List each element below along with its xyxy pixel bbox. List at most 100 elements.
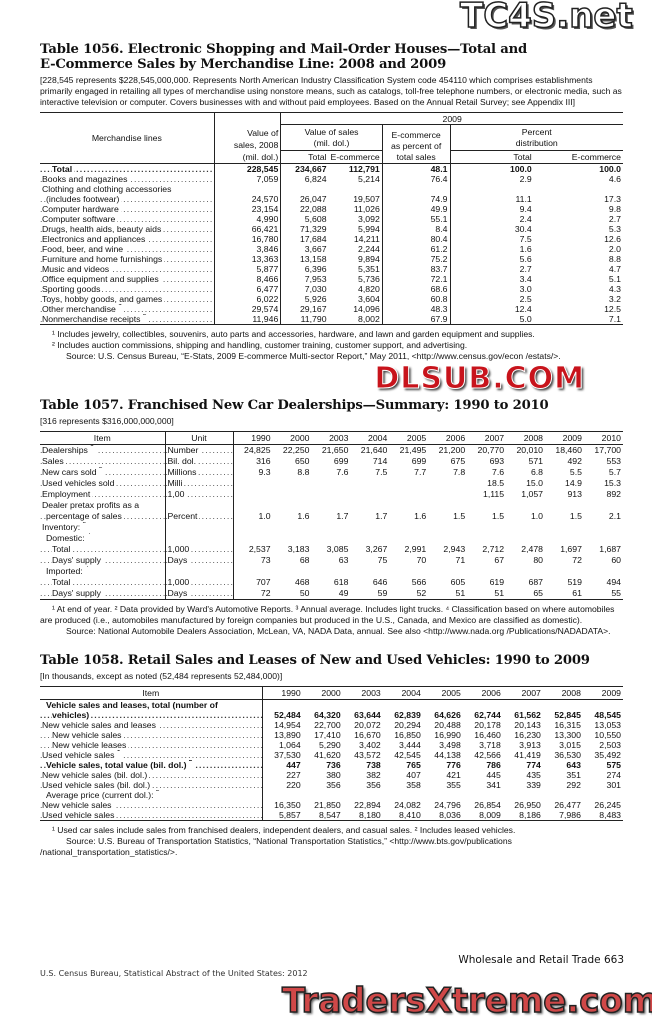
value-cell [213,184,281,194]
value-cell: 3.4 [449,274,534,284]
unit-cell: Bil. dol. [164,456,233,467]
label-text: New vehicle sales [42,800,112,810]
value-cell: 15.0 [526,478,544,488]
value-cell: 7.5 [449,234,534,244]
row-label-text: New vehicle sales [42,800,114,810]
value-cell [506,566,545,577]
row-label-text: (includes footwear) [46,194,122,204]
value-cell: 687 [528,577,544,587]
value-cell: 1.6 [449,244,534,254]
value-cell: 8,009 [479,810,501,820]
table-1058: Item 1990 2000 2003 2004 2005 2006 2007 2008 2009… [40,686,623,821]
row-label-text: Imported: 4 [46,566,91,576]
value-cell: 64,320 [314,710,341,720]
col-header-year: 2003 [361,688,381,698]
value-cell: 75 [377,555,388,565]
row-label-text: New vehicle sales (bil. dol.) [42,770,150,780]
label-text: New cars sold [42,467,97,477]
value-cell: 48,545 [594,710,621,720]
table-row: Average price (current dol.): 2 [40,790,623,800]
table-row: New vehicle sales 16,350 21,850 22,894 24,08… [40,800,623,810]
header-text: (mil. dol.) [313,137,350,148]
value-cell: 30.4 [449,224,534,234]
value-cell: 37,530 [261,750,303,760]
value-cell: 21,850 [314,800,341,810]
value-cell [273,533,312,544]
value-cell: 494 [606,577,622,587]
title-line: E-Commerce Sales by Merchandise Line: 20… [40,57,447,72]
value-cell: 5,994 [358,224,380,234]
row-label-text: Used vehicles sold [42,478,117,488]
value-cell: 2,712 [482,544,505,554]
row-label: Drugs, health aids, beauty aids [40,224,214,234]
row-label: Days' supply [40,555,165,566]
value-cell: 19,507 [353,194,380,204]
row-label: Average price (current dol.): 2 [40,790,262,800]
value-cell: 2.0 [608,244,621,254]
footnote: Source: National Automobile Dealers Asso… [66,626,611,636]
value-cell: 5.1 [608,274,621,284]
value-cell: 5.3 [608,224,621,234]
table-row: Sales Bil. dol. 316 650 699 714 699 675 693 571 49… [40,456,623,467]
value-cell: 60 [611,555,621,565]
row-label-text: Drugs, health aids, beauty aids [42,224,164,234]
row-label-text: Computer software [42,214,118,224]
value-cell: 15.3 [604,478,621,488]
value-cell [506,533,545,544]
value-cell [343,790,383,800]
table-row: New cars sold 2 Millions 9.3 8.8 7.6 7.5 7.7 7.… [40,467,623,478]
value-cell: 435 [526,770,541,780]
row-label-text: Used vehicle sales 1 [42,750,123,760]
unit-cell: 1,000 [164,577,233,588]
col-header-year: 1990 [261,686,303,700]
watermark-row: DLSUB.COM [40,361,625,396]
value-cell [584,500,623,511]
value-cell [428,478,467,489]
watermark-dlsub-logo: DLSUB.COM [374,361,585,396]
col-header-year: 2008 [523,432,544,443]
value-cell: 7,030 [280,284,329,294]
row-label-text: Employment [42,489,93,499]
row-label: Computer hardware [40,204,214,214]
row-label-text: New cars sold 2 [42,467,105,477]
value-cell: 35,492 [594,750,621,760]
value-cell: 6,477 [213,284,281,294]
footnote-marker: 4 [85,566,89,569]
row-label: Inventory: 3 [40,522,165,533]
value-cell: 228,545 [213,163,281,174]
value-cell [389,566,428,577]
value-cell: 13,363 [213,254,281,264]
value-cell: 20,143 [514,720,541,730]
value-cell: 566 [411,577,427,587]
row-label: Used vehicle sales [40,810,262,821]
value-cell [350,533,389,544]
row-label-text: Nonmerchandise receipts 2 [42,314,149,324]
value-cell: 26,477 [554,800,581,810]
label-text: Toys, hobby goods, and games [42,294,163,304]
value-cell: 8,466 [213,274,281,284]
table-row: Employment 1,00 1,115 1,057 913 892 [40,489,623,500]
table-1057-footnotes: ¹ At end of year. ² Data provided by War… [40,604,625,637]
col-header: Value of sales (mil. dol.) [280,124,383,151]
value-cell: 1,697 [560,544,582,554]
unit-text: 1,000 [167,577,192,587]
header-row: Item 1990 2000 2003 2004 2005 2006 2007 2008 2009 [40,686,623,700]
value-cell [232,478,273,489]
value-cell: 44,138 [434,750,461,760]
value-cell: 3,846 [213,244,281,254]
unit-cell: Millions [164,467,233,478]
value-cell: 1,687 [599,544,621,554]
value-cell: 16,315 [554,720,581,730]
label-text: Sales [42,456,64,466]
footnote-marker: 3 [82,522,86,525]
unit-text: Number [167,445,201,455]
label-text: Total [52,544,71,554]
header-text: Value of [247,127,279,138]
value-cell [350,500,389,511]
header-text: total sales [396,152,436,162]
value-cell: 2,503 [599,740,621,750]
value-cell: 26,245 [594,800,621,810]
value-cell: 11,790 [280,314,329,325]
